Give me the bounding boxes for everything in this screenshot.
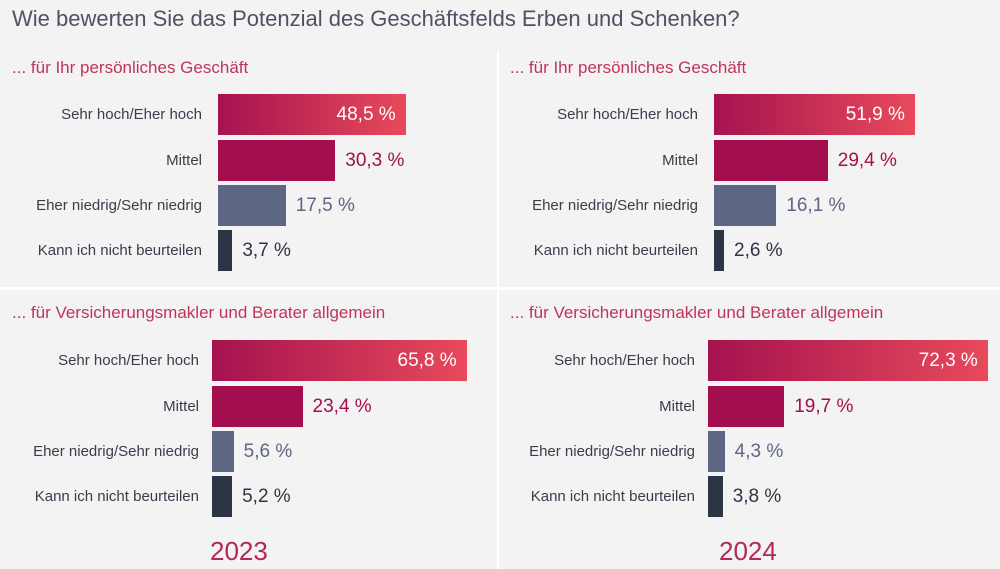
value-label: 51,9 % <box>845 103 905 125</box>
category-label: Mittel <box>662 151 698 169</box>
bar-eher-niedrig-sehr-niedrig <box>714 185 777 226</box>
category-label: Kann ich nicht beurteilen <box>530 487 695 505</box>
year-label-2024: 2024 <box>719 536 777 566</box>
value-label: 5,2 % <box>242 485 291 507</box>
bar-mittel <box>714 140 828 181</box>
bar-mittel <box>212 386 303 427</box>
value-label: 19,7 % <box>794 395 854 417</box>
value-label: 4,3 % <box>734 440 784 462</box>
vertical-divider <box>497 50 499 569</box>
category-label: Sehr hoch/Eher hoch <box>554 351 695 369</box>
value-label: 72,3 % <box>918 349 978 371</box>
category-label: Mittel <box>659 397 695 415</box>
value-label: 48,5 % <box>336 103 396 125</box>
bar-kann-ich-nicht-beurteilen <box>708 476 723 517</box>
value-label: 3,8 % <box>732 485 782 507</box>
value-label: 17,5 % <box>295 194 355 216</box>
bar-sehr-hoch-eher-hoch <box>212 340 467 381</box>
panel-title-4: ... für Versicherungsmakler und Berater … <box>510 303 884 322</box>
panel-title-2: ... für Ihr persönliches Geschäft <box>510 58 747 77</box>
category-label: Kann ich nicht beurteilen <box>34 487 199 505</box>
chart-title: Wie bewerten Sie das Potenzial des Gesch… <box>12 6 740 31</box>
bar-eher-niedrig-sehr-niedrig <box>212 431 234 472</box>
horizontal-divider <box>0 287 1000 290</box>
bar-kann-ich-nicht-beurteilen <box>218 230 233 271</box>
bar-mittel <box>708 386 785 427</box>
year-label-2023: 2023 <box>210 536 268 566</box>
value-label: 2,6 % <box>734 239 783 261</box>
category-label: Eher niedrig/Sehr niedrig <box>33 442 199 460</box>
category-label: Eher niedrig/Sehr niedrig <box>532 196 698 214</box>
bar-sehr-hoch-eher-hoch <box>218 94 406 135</box>
bar-kann-ich-nicht-beurteilen <box>714 230 725 271</box>
category-label: Sehr hoch/Eher hoch <box>557 105 698 123</box>
panel-title-3: ... für Versicherungsmakler und Berater … <box>12 303 386 322</box>
category-label: Eher niedrig/Sehr niedrig <box>36 196 202 214</box>
bar-kann-ich-nicht-beurteilen <box>212 476 233 517</box>
bar-eher-niedrig-sehr-niedrig <box>708 431 725 472</box>
category-label: Kann ich nicht beurteilen <box>37 241 202 259</box>
value-label: 29,4 % <box>837 149 897 171</box>
bar-eher-niedrig-sehr-niedrig <box>218 185 286 226</box>
value-label: 30,3 % <box>345 149 405 171</box>
bar-sehr-hoch-eher-hoch <box>714 94 915 135</box>
category-label: Mittel <box>166 151 202 169</box>
panel-title-1: ... für Ihr persönliches Geschäft <box>12 58 249 77</box>
category-label: Sehr hoch/Eher hoch <box>58 351 199 369</box>
value-label: 16,1 % <box>786 194 846 216</box>
category-label: Kann ich nicht beurteilen <box>533 241 698 259</box>
category-label: Sehr hoch/Eher hoch <box>61 105 202 123</box>
value-label: 5,6 % <box>243 440 293 462</box>
value-label: 3,7 % <box>242 239 291 261</box>
bar-sehr-hoch-eher-hoch <box>708 340 988 381</box>
category-label: Mittel <box>163 397 199 415</box>
bar-mittel <box>218 140 336 181</box>
value-label: 65,8 % <box>397 349 457 371</box>
value-label: 23,4 % <box>312 395 372 417</box>
category-label: Eher niedrig/Sehr niedrig <box>529 442 695 460</box>
